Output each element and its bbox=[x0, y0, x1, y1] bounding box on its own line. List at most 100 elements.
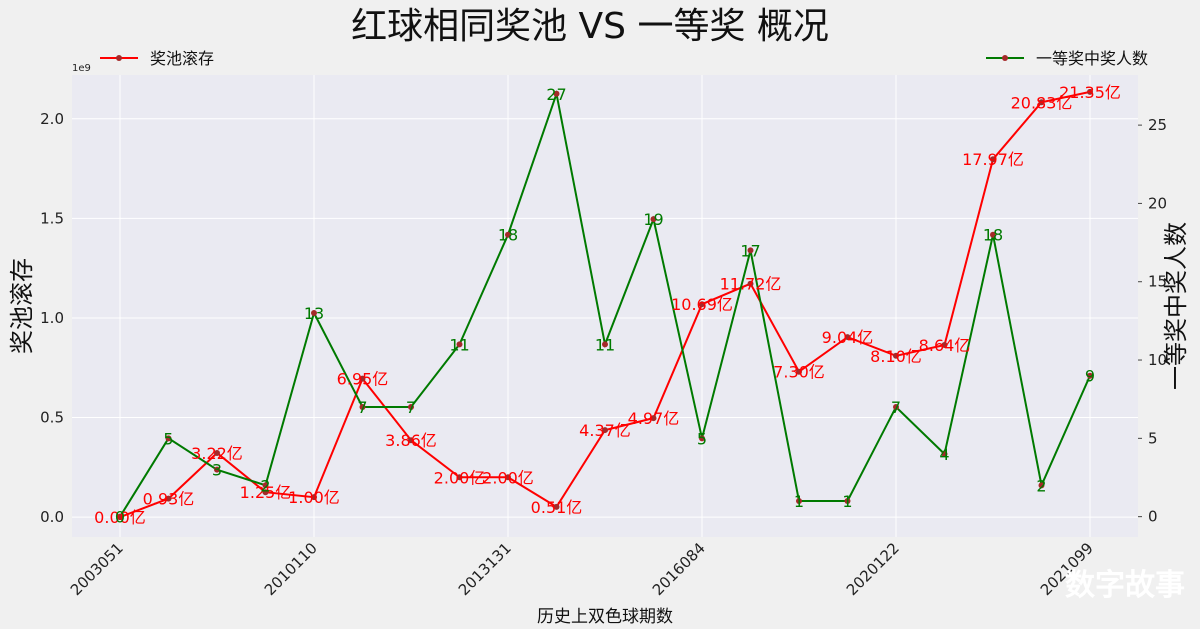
winners-point bbox=[359, 404, 366, 411]
left-axis-scale: 1e9 bbox=[72, 63, 91, 74]
series-points bbox=[117, 88, 1093, 521]
pool-point bbox=[796, 368, 802, 375]
pool-point bbox=[650, 415, 657, 422]
winners-data-label: 9 bbox=[1085, 367, 1095, 386]
pool-point bbox=[311, 494, 317, 501]
pool-data-label: 8.64亿 bbox=[919, 336, 971, 355]
winners-point bbox=[990, 231, 996, 238]
pool-point bbox=[262, 489, 269, 496]
winners-data-label: 17 bbox=[740, 241, 760, 260]
grid bbox=[72, 75, 1138, 537]
pool-data-label: 0.51亿 bbox=[531, 498, 583, 517]
winners-data-label: 0 bbox=[115, 508, 125, 527]
pool-data-label: 8.10亿 bbox=[870, 347, 922, 366]
chart-title: 红球相同奖池 VS 一等奖 概况 bbox=[351, 6, 829, 47]
winners-data-label: 7 bbox=[406, 398, 416, 417]
left-tick-label: 1.5 bbox=[40, 209, 64, 227]
pool-point bbox=[602, 427, 608, 434]
pool-data-label: 3.22亿 bbox=[191, 444, 243, 463]
winners-point bbox=[456, 341, 463, 348]
x-axis-title: 历史上双色球期数 bbox=[537, 607, 673, 627]
winners-point bbox=[844, 497, 851, 504]
pool-data-label: 0.00亿 bbox=[94, 508, 146, 527]
pool-point bbox=[1087, 88, 1093, 95]
pool-data-label: 1.25亿 bbox=[240, 483, 292, 502]
pool-point bbox=[893, 352, 899, 359]
winners-data-label: 4 bbox=[939, 445, 949, 464]
winners-point bbox=[699, 435, 705, 442]
winners-data-label: 18 bbox=[498, 226, 518, 245]
pool-data-label: 2.00亿 bbox=[482, 468, 534, 487]
pool-data-label: 2.00亿 bbox=[434, 468, 486, 487]
pool-point bbox=[165, 495, 172, 502]
pool-point bbox=[214, 449, 220, 456]
pool-point bbox=[456, 474, 463, 481]
pool-data-label: 0.93亿 bbox=[143, 490, 195, 509]
right-tick-label: 20 bbox=[1148, 194, 1167, 212]
winners-data-label: 19 bbox=[643, 210, 663, 229]
legend-winners-marker bbox=[1002, 55, 1008, 61]
legend-pool: 奖池滚存 bbox=[100, 49, 214, 68]
pool-data-label: 6.95亿 bbox=[337, 370, 389, 389]
left-tick-label: 0.0 bbox=[40, 508, 64, 526]
left-tick-label: 1.0 bbox=[40, 309, 64, 327]
winners-point bbox=[311, 310, 317, 317]
winners-data-label: 13 bbox=[304, 304, 324, 323]
pool-point bbox=[1038, 99, 1045, 106]
pool-data-label: 9.04亿 bbox=[822, 328, 874, 347]
winners-data-label: 7 bbox=[891, 398, 901, 417]
winners-point bbox=[262, 482, 269, 489]
winners-point bbox=[893, 404, 899, 411]
right-tick-label: 15 bbox=[1148, 273, 1167, 291]
winners-data-label: 1 bbox=[794, 492, 804, 511]
winners-point bbox=[165, 435, 172, 442]
pool-data-label: 10.69亿 bbox=[671, 295, 733, 314]
winners-data-label: 18 bbox=[983, 226, 1003, 245]
right-tick-label: 10 bbox=[1148, 351, 1167, 369]
pool-data-label: 3.86亿 bbox=[385, 431, 437, 450]
pool-data-label: 7.30亿 bbox=[773, 363, 825, 382]
legend-pool-label: 奖池滚存 bbox=[150, 49, 214, 68]
left-axis-title: 奖池滚存 bbox=[8, 258, 36, 354]
winners-data-label: 5 bbox=[163, 429, 173, 448]
winners-point bbox=[941, 450, 948, 457]
pool-point bbox=[747, 280, 754, 287]
pool-data-label: 20.83亿 bbox=[1011, 93, 1073, 112]
winners-point bbox=[747, 247, 754, 254]
winners-point bbox=[1038, 482, 1045, 489]
watermark: 数字故事 bbox=[1065, 568, 1185, 603]
winners-data-label: 2 bbox=[260, 476, 270, 495]
left-tick-label: 0.5 bbox=[40, 409, 64, 427]
legend-winners-label: 一等奖中奖人数 bbox=[1036, 49, 1148, 68]
pool-data-label: 1.00亿 bbox=[288, 488, 340, 507]
winners-point bbox=[650, 216, 657, 223]
pool-point bbox=[990, 156, 996, 163]
pool-point bbox=[844, 334, 851, 341]
pool-data-label: 4.97亿 bbox=[628, 409, 680, 428]
pool-point bbox=[553, 503, 560, 510]
winners-point bbox=[408, 404, 414, 411]
pool-data-label: 11.72亿 bbox=[720, 275, 782, 294]
pool-point bbox=[941, 342, 948, 349]
pool-point bbox=[408, 437, 414, 444]
right-axis-title: 一等奖中奖人数 bbox=[1162, 222, 1190, 390]
pool-point bbox=[359, 375, 366, 382]
winners-data-label: 2 bbox=[1036, 476, 1046, 495]
winners-point bbox=[505, 231, 511, 238]
winners-point bbox=[1087, 372, 1093, 379]
legend-pool-marker bbox=[116, 55, 122, 61]
pool-data-label: 21.35亿 bbox=[1059, 83, 1121, 102]
winners-point bbox=[117, 513, 123, 520]
winners-data-label: 7 bbox=[357, 398, 367, 417]
winners-data-label: 1 bbox=[842, 492, 852, 511]
winners-data-label: 5 bbox=[697, 429, 707, 448]
left-tick-label: 2.0 bbox=[40, 110, 64, 128]
pool-point bbox=[699, 301, 705, 308]
pool-point bbox=[505, 474, 511, 481]
winners-data-label: 11 bbox=[595, 335, 615, 354]
winners-point bbox=[553, 90, 560, 97]
winners-point bbox=[214, 466, 220, 473]
right-tick-label: 5 bbox=[1148, 429, 1158, 447]
